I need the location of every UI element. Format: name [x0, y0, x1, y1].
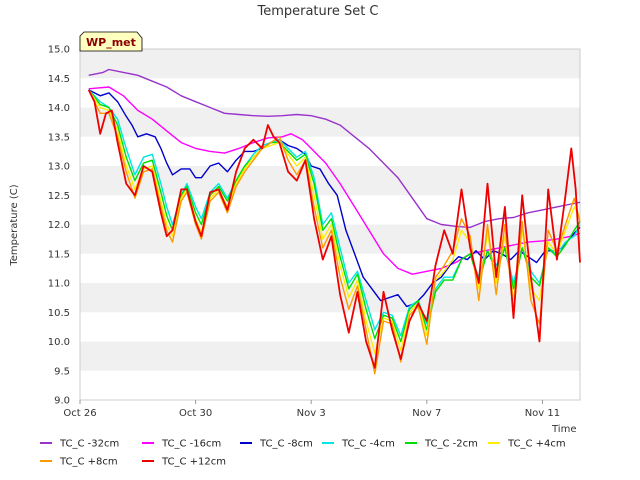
x-tick-label: Oct 26 — [63, 408, 96, 419]
series-line-7 — [88, 89, 581, 375]
y-tick-label: 10.0 — [48, 337, 70, 348]
badge-box — [79, 31, 143, 52]
y-tick-label: 14.0 — [48, 103, 70, 114]
grid-band — [80, 166, 580, 196]
y-tick-label: 10.5 — [48, 308, 70, 319]
y-tick-label: 9.5 — [54, 366, 70, 377]
grid-band — [80, 370, 580, 400]
legend-entry: TC_C -16cm — [161, 439, 221, 450]
x-axis-label: Time — [551, 424, 576, 435]
y-tick-label: 11.0 — [48, 279, 70, 290]
series-line-8 — [87, 89, 581, 369]
y-tick-label: 15.0 — [48, 45, 70, 56]
y-tick-label: 9.0 — [54, 396, 70, 407]
legend-entry: TC_C -4cm — [341, 439, 395, 450]
badge-label: WP_met — [86, 36, 136, 49]
y-tick-label: 13.5 — [48, 132, 70, 143]
grid-band — [80, 312, 580, 342]
series-line-1 — [88, 68, 581, 229]
grid-band — [80, 49, 580, 79]
legend-entry: TC_C -8cm — [259, 439, 313, 450]
grid-band — [80, 283, 580, 313]
x-tick-label: Nov 11 — [525, 408, 560, 419]
series-lines — [87, 68, 581, 375]
grid-band — [80, 341, 580, 371]
y-axis-label: Temperature (C) — [9, 184, 20, 266]
series-line-5 — [88, 89, 581, 343]
y-tick-label: 13.0 — [48, 162, 70, 173]
y-tick-label: 14.5 — [48, 74, 70, 85]
y-tick-label: 12.0 — [48, 220, 70, 231]
x-axis-ticks: Oct 26 Oct 30 Nov 3 Nov 7 Nov 11 — [63, 400, 560, 419]
y-tick-label: 11.5 — [48, 249, 70, 260]
x-tick-label: Nov 7 — [412, 408, 441, 419]
y-tick-label: 12.5 — [48, 191, 70, 202]
legend-entry: TC_C +12cm — [161, 457, 226, 468]
x-tick-label: Nov 3 — [297, 408, 326, 419]
legend: TC_C -32cm TC_C -16cm TC_C -8cm TC_C -4cm TC… — [40, 439, 566, 468]
grid-band — [80, 107, 580, 137]
chart-title: Temperature Set C — [256, 4, 378, 19]
legend-entry: TC_C -32cm — [59, 439, 119, 450]
series-line-3 — [88, 89, 581, 308]
legend-entry: TC_C -2cm — [424, 439, 478, 450]
grid-band — [80, 136, 580, 166]
y-axis-ticks: 9.0 9.5 10.0 10.5 11.0 11.5 12.0 12.5 13.0 13.5 14… — [48, 45, 70, 407]
legend-entry: TC_C +4cm — [507, 439, 566, 450]
grid-band — [80, 253, 580, 283]
wp-met-badge: WP_met — [79, 31, 143, 52]
legend-entry: TC_C +8cm — [59, 457, 118, 468]
grid-band — [80, 78, 580, 108]
x-tick-label: Oct 30 — [179, 408, 212, 419]
